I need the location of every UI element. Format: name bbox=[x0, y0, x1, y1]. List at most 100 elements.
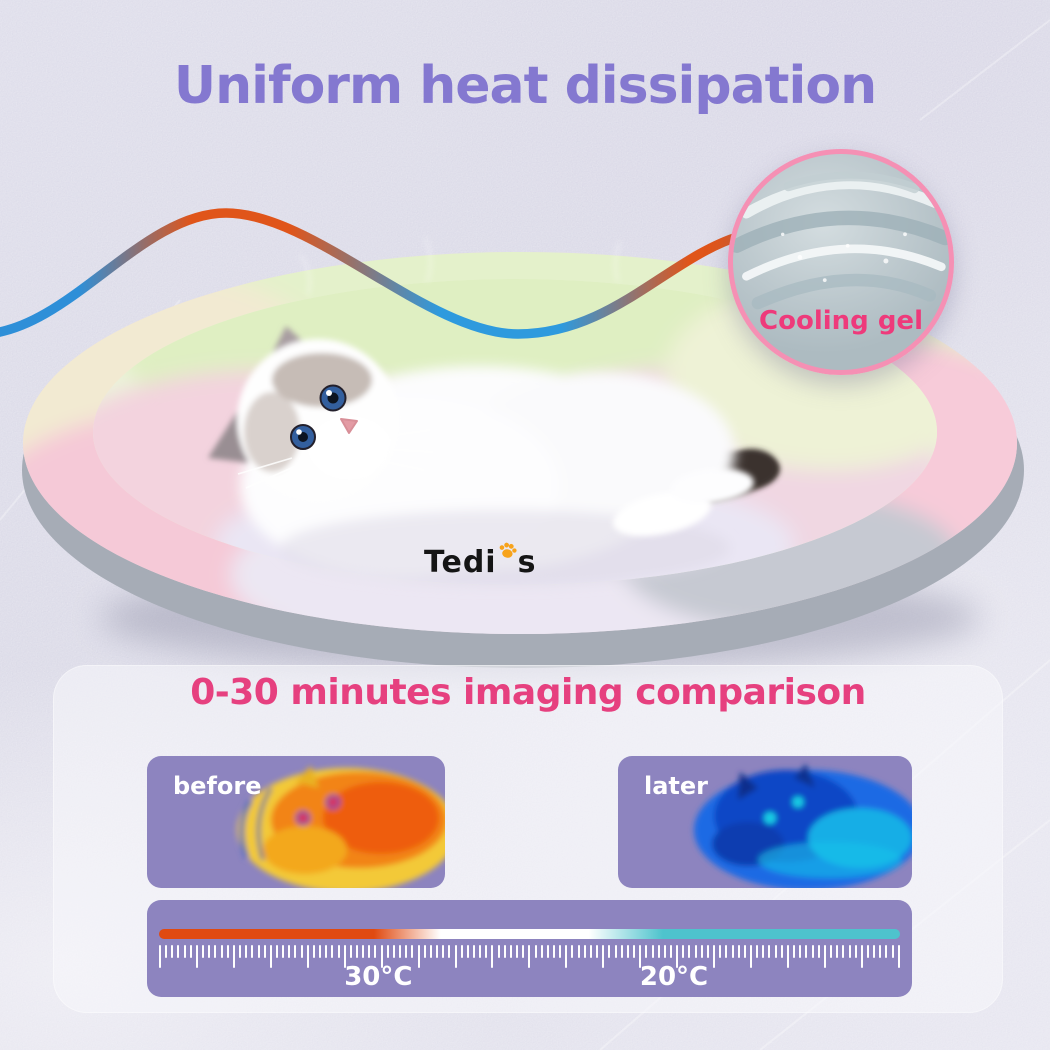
ruler-tick bbox=[639, 945, 642, 968]
thermal-panel-later: later bbox=[618, 756, 912, 888]
ruler-tick bbox=[171, 945, 174, 958]
ruler-tick bbox=[762, 945, 765, 958]
ruler-tick bbox=[362, 945, 365, 958]
comparison-heading: 0-30 minutes imaging comparison bbox=[190, 672, 866, 713]
ruler-tick bbox=[454, 945, 457, 968]
ruler-tick bbox=[786, 945, 789, 968]
ruler-tick bbox=[392, 945, 395, 958]
ruler-tick bbox=[337, 945, 340, 958]
ruler-tick bbox=[571, 945, 574, 958]
ruler-tick bbox=[546, 945, 549, 958]
brand-name-suffix: s bbox=[517, 545, 537, 580]
cooling-gel-badge: Cooling gel bbox=[728, 149, 954, 375]
ruler-tick bbox=[306, 945, 309, 968]
ruler-tick bbox=[491, 945, 494, 968]
ruler-tick bbox=[257, 945, 260, 958]
ruler-tick bbox=[817, 945, 820, 958]
ruler-tick bbox=[608, 945, 611, 958]
ruler-tick bbox=[663, 945, 666, 958]
ruler-tick bbox=[553, 945, 555, 958]
ruler-ticks bbox=[159, 945, 900, 971]
thermal-panel-before: before bbox=[147, 756, 445, 888]
ruler-tick bbox=[159, 945, 161, 968]
temp-label-20c: 20°C bbox=[639, 962, 709, 992]
ruler-tick bbox=[214, 945, 217, 958]
ruler-tick bbox=[343, 945, 346, 968]
ruler-tick bbox=[399, 945, 402, 958]
ruler-tick bbox=[805, 945, 808, 958]
ruler-tick bbox=[429, 945, 432, 958]
ruler-tick bbox=[448, 945, 451, 958]
page-title: Uniform heat dissipation bbox=[173, 56, 877, 116]
ruler-tick bbox=[522, 945, 525, 958]
ruler-tick bbox=[780, 945, 783, 958]
ruler-tick bbox=[885, 945, 888, 958]
ruler-tick bbox=[275, 945, 278, 958]
ruler-tick bbox=[497, 945, 500, 958]
ruler-tick bbox=[540, 945, 543, 958]
thermal-image-before bbox=[237, 766, 445, 888]
ruler-tick bbox=[620, 945, 623, 958]
ruler-tick bbox=[436, 945, 439, 958]
ruler-tick bbox=[226, 945, 229, 958]
temperature-gradient-bar bbox=[159, 929, 900, 939]
ruler-tick bbox=[386, 945, 389, 958]
ruler-tick bbox=[195, 945, 198, 968]
ruler-tick bbox=[269, 945, 272, 968]
ruler-tick bbox=[368, 945, 371, 958]
ruler-tick bbox=[325, 945, 328, 958]
ruler-tick bbox=[596, 945, 599, 958]
ruler-tick bbox=[651, 945, 654, 958]
ruler-tick bbox=[294, 945, 297, 958]
ruler-tick bbox=[719, 945, 722, 958]
ruler-tick bbox=[282, 945, 285, 958]
ruler-tick bbox=[793, 945, 796, 958]
ruler-tick bbox=[811, 945, 814, 958]
ruler-tick bbox=[331, 945, 334, 958]
ruler-tick bbox=[251, 945, 254, 958]
ruler-tick bbox=[319, 945, 322, 958]
gel-texture bbox=[733, 171, 949, 310]
ruler-tick bbox=[177, 945, 180, 958]
ruler-tick bbox=[799, 945, 802, 958]
ruler-tick bbox=[897, 945, 900, 968]
ruler-tick bbox=[750, 945, 752, 968]
ruler-tick bbox=[694, 945, 697, 958]
ruler-tick bbox=[873, 945, 876, 958]
ruler-tick bbox=[737, 945, 740, 958]
ruler-tick bbox=[165, 945, 168, 958]
comparison-card: 0-30 minutes imaging comparison before bbox=[53, 665, 1003, 1013]
heat-wave-line bbox=[0, 208, 745, 339]
ruler-tick bbox=[879, 945, 882, 958]
ruler-tick bbox=[583, 945, 586, 958]
ruler-tick bbox=[774, 945, 777, 958]
ruler-tick bbox=[466, 945, 469, 958]
ruler-tick bbox=[725, 945, 728, 958]
ruler-tick bbox=[842, 945, 845, 958]
ruler-tick bbox=[312, 945, 315, 958]
ruler-tick bbox=[417, 945, 420, 968]
ruler-tick bbox=[503, 945, 506, 958]
ruler-tick bbox=[756, 945, 759, 958]
paw-icon bbox=[499, 542, 517, 558]
ruler-tick bbox=[830, 945, 833, 958]
temperature-scale: 30°C 20°C bbox=[147, 900, 912, 997]
thermal-label-before: before bbox=[173, 772, 262, 800]
ruler-tick bbox=[633, 945, 636, 958]
ruler-tick bbox=[411, 945, 414, 958]
ruler-tick bbox=[577, 945, 580, 958]
cat-nose bbox=[340, 418, 358, 434]
ruler-tick bbox=[706, 945, 709, 958]
ruler-tick bbox=[239, 945, 242, 958]
ruler-tick bbox=[374, 945, 377, 958]
ruler-tick bbox=[823, 945, 826, 968]
ruler-tick bbox=[676, 945, 679, 968]
thermal-image-later bbox=[694, 764, 912, 888]
ruler-tick bbox=[768, 945, 771, 958]
ruler-tick bbox=[743, 945, 746, 958]
ruler-tick bbox=[460, 945, 463, 958]
ruler-tick bbox=[183, 945, 186, 958]
ruler-tick bbox=[657, 945, 660, 958]
ruler-tick bbox=[349, 945, 352, 958]
ruler-tick bbox=[836, 945, 839, 958]
